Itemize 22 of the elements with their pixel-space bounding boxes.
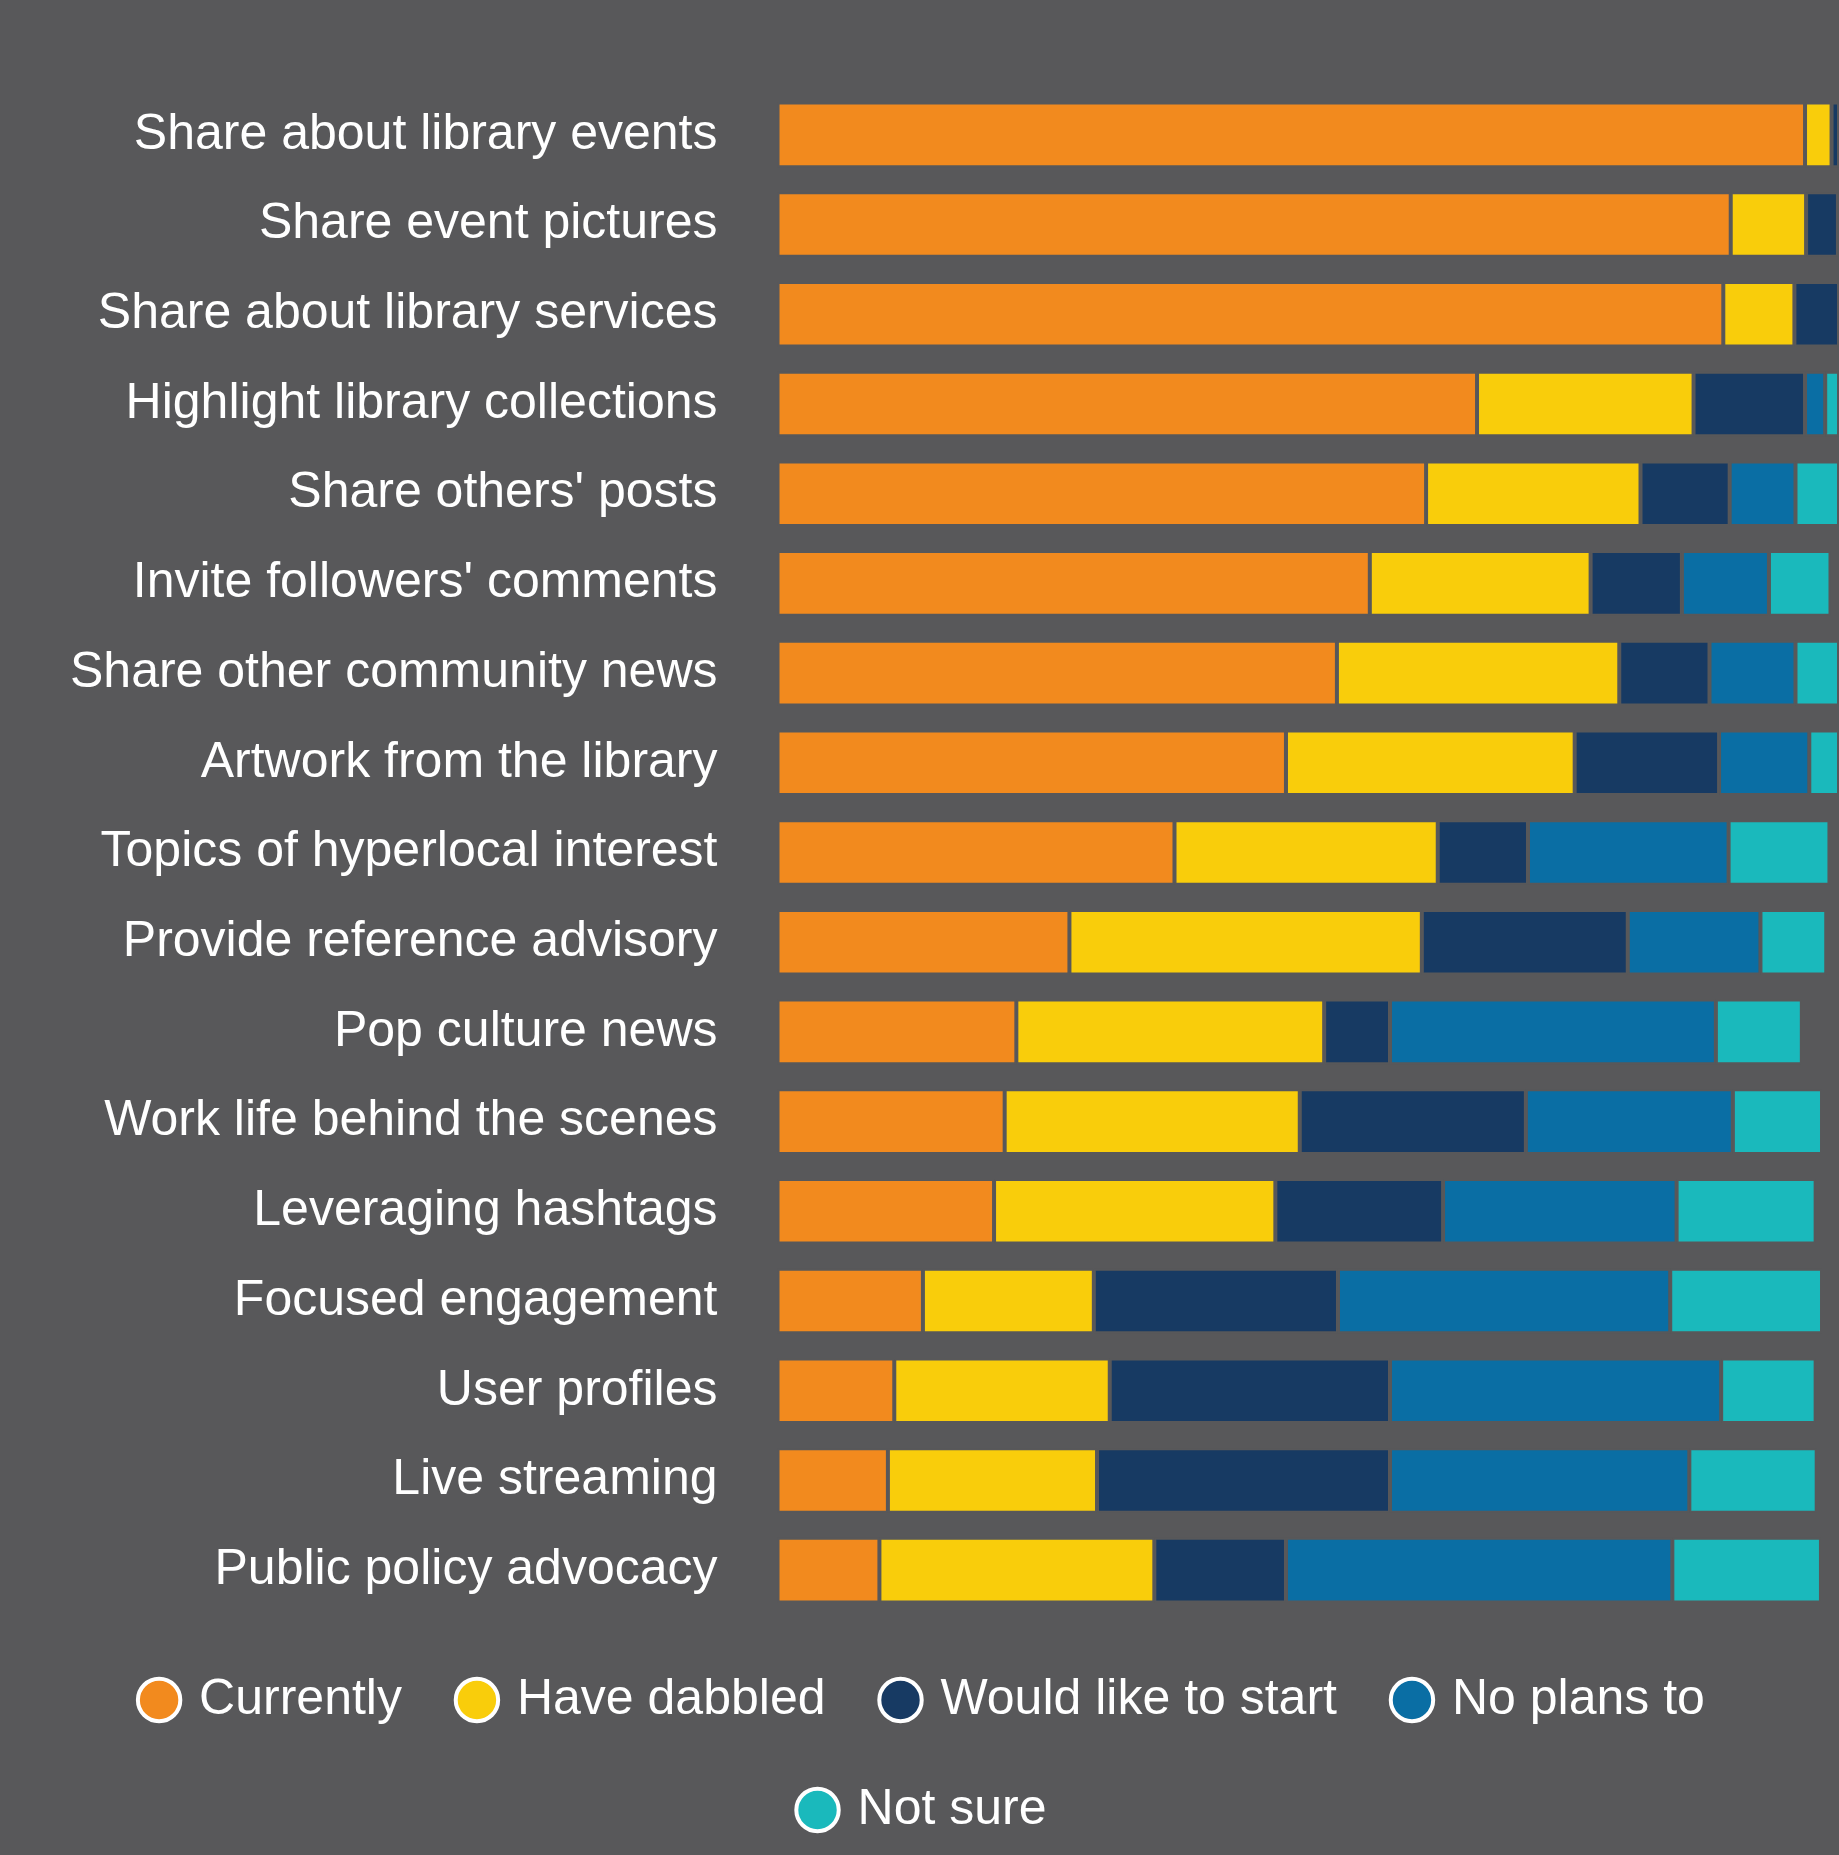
legend-label: Not sure — [857, 1778, 1047, 1835]
y-tick-label: Provide reference advisory — [122, 910, 718, 967]
y-tick-label: Leveraging hashtags — [253, 1180, 718, 1237]
y-tick-label: Share about library services — [97, 283, 718, 340]
y-tick-label: Live streaming — [392, 1449, 718, 1506]
y-tick-label: Share others' posts — [288, 462, 718, 519]
y-tick-label: Highlight library collections — [125, 372, 718, 429]
legend-label: Would like to start — [940, 1668, 1338, 1725]
y-tick-label: Share other community news — [69, 641, 718, 698]
y-tick-label: Share event pictures — [258, 193, 718, 250]
y-tick-label: Artwork from the library — [200, 731, 718, 788]
legend-label: No plans to — [1451, 1668, 1705, 1725]
y-tick-label: Share about library events — [133, 103, 718, 160]
legend-label: Have dabbled — [516, 1668, 826, 1725]
y-tick-label: Topics of hyperlocal interest — [100, 821, 718, 878]
legend-label: Currently — [199, 1668, 402, 1725]
y-tick-label: Public policy advocacy — [214, 1538, 718, 1595]
y-tick-label: User profiles — [436, 1359, 718, 1416]
y-tick-label: Work life behind the scenes — [104, 1090, 718, 1147]
y-tick-label: Pop culture news — [333, 1000, 718, 1057]
y-tick-label: Focused engagement — [233, 1269, 718, 1326]
y-tick-label: Invite followers' comments — [132, 552, 718, 609]
